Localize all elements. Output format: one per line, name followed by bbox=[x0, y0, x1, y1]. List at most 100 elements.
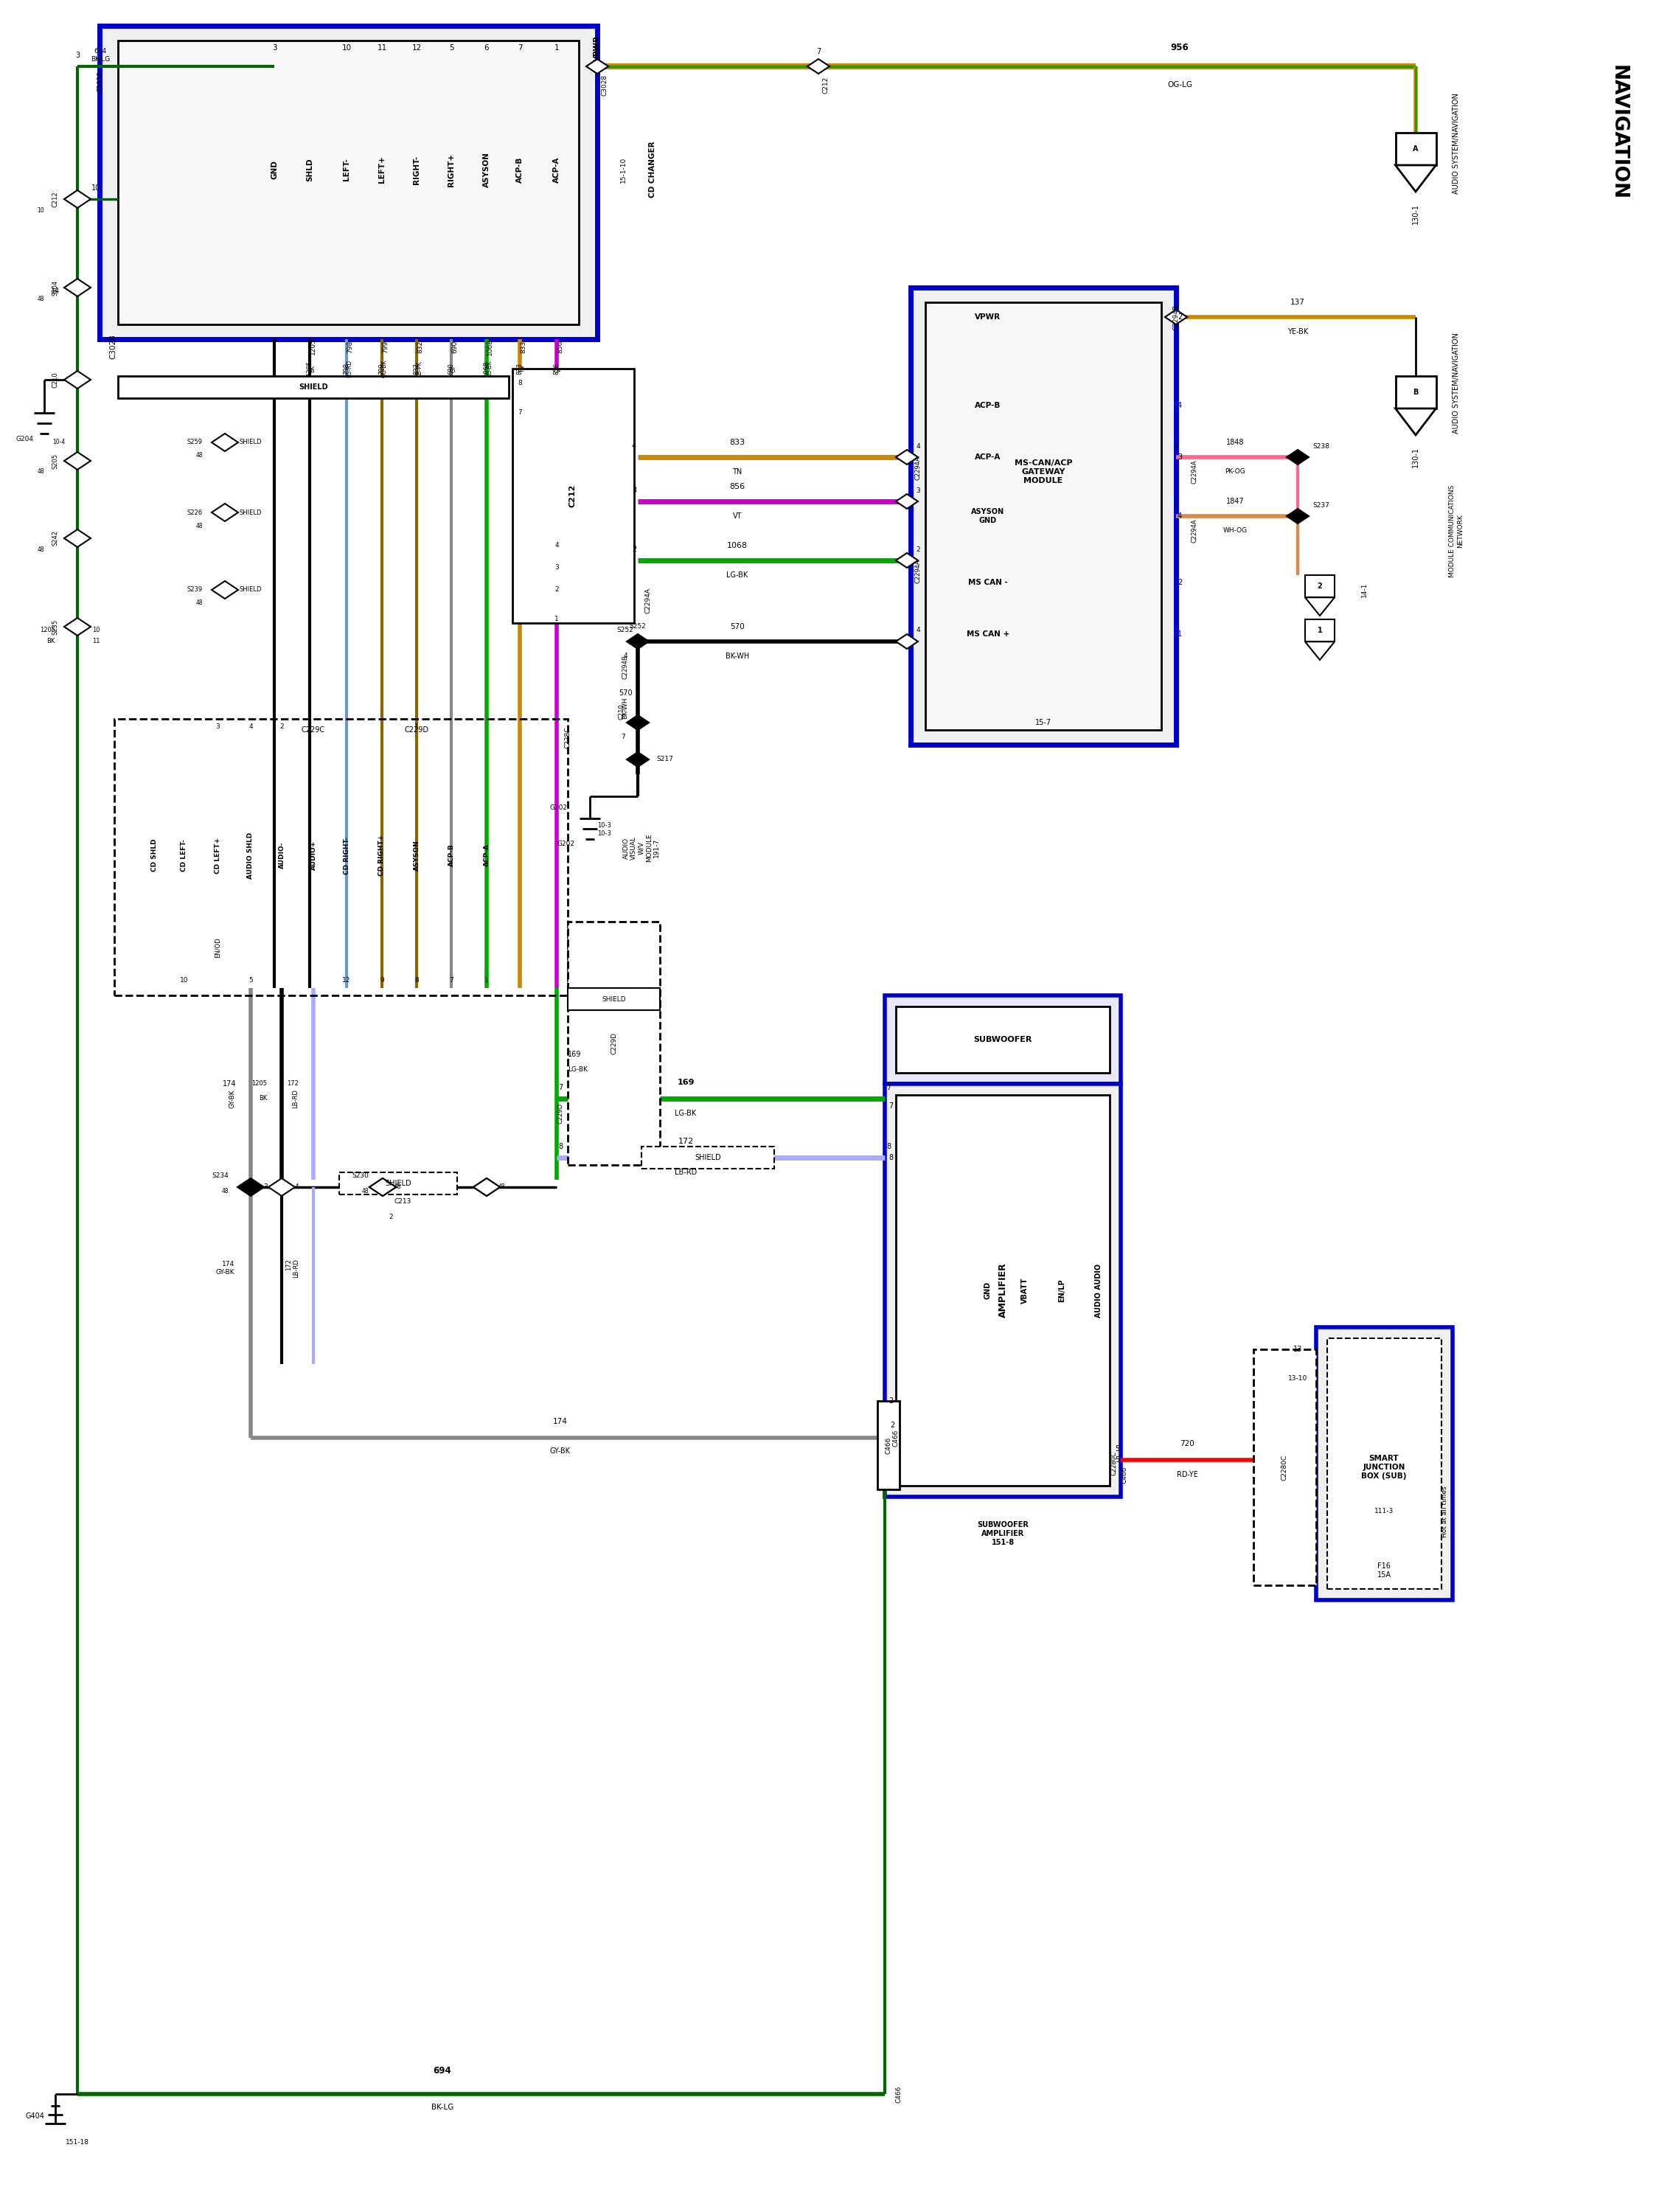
Text: 15-7: 15-7 bbox=[1035, 719, 1052, 726]
Text: 1: 1 bbox=[1175, 502, 1178, 509]
Text: 10-4: 10-4 bbox=[53, 438, 65, 447]
Text: G202: G202 bbox=[551, 805, 567, 812]
Text: 798: 798 bbox=[347, 341, 353, 354]
Text: ASYSON: ASYSON bbox=[413, 841, 420, 872]
Text: 14: 14 bbox=[51, 288, 60, 294]
Text: 4: 4 bbox=[554, 542, 559, 549]
Text: 798: 798 bbox=[343, 363, 350, 374]
Text: 8: 8 bbox=[415, 978, 418, 984]
Text: S304: S304 bbox=[53, 279, 60, 296]
Text: A: A bbox=[1413, 146, 1418, 153]
Bar bbox=[1254, 1349, 1316, 1586]
Text: S234: S234 bbox=[212, 1172, 229, 1179]
Text: AUDIO AUDIO: AUDIO AUDIO bbox=[1095, 1263, 1102, 1318]
Text: 7: 7 bbox=[557, 1084, 562, 1091]
Text: G204: G204 bbox=[15, 436, 33, 442]
Polygon shape bbox=[896, 635, 917, 648]
Text: C466: C466 bbox=[896, 2086, 902, 2104]
Text: 12: 12 bbox=[411, 44, 421, 51]
Text: MODULE COMMUNICATIONS
NETWORK: MODULE COMMUNICATIONS NETWORK bbox=[1448, 484, 1463, 577]
Text: 4: 4 bbox=[632, 442, 637, 449]
Bar bbox=[338, 1172, 458, 1194]
Text: 690: 690 bbox=[451, 341, 458, 354]
Text: 7: 7 bbox=[620, 734, 625, 741]
Text: BK: BK bbox=[46, 637, 55, 646]
Text: 48: 48 bbox=[362, 1188, 368, 1194]
Text: BK-WH: BK-WH bbox=[622, 697, 629, 719]
Text: 48: 48 bbox=[196, 522, 202, 529]
Polygon shape bbox=[237, 1179, 264, 1197]
Bar bbox=[118, 376, 509, 398]
Polygon shape bbox=[473, 1179, 499, 1197]
Text: C2294A: C2294A bbox=[914, 560, 921, 584]
Text: 2: 2 bbox=[1317, 582, 1322, 591]
Text: 10: 10 bbox=[36, 208, 45, 215]
Polygon shape bbox=[212, 434, 239, 451]
Text: 1: 1 bbox=[484, 978, 489, 984]
Text: ACP-B: ACP-B bbox=[975, 403, 1000, 409]
Text: AUDIO
VISUAL
W/V
MODULE
191-7: AUDIO VISUAL W/V MODULE 191-7 bbox=[622, 834, 660, 863]
Polygon shape bbox=[1287, 509, 1309, 524]
Bar bbox=[896, 1006, 1110, 1073]
Text: SHIELD: SHIELD bbox=[299, 383, 328, 392]
Polygon shape bbox=[896, 493, 917, 509]
Text: 7: 7 bbox=[889, 1102, 893, 1110]
Text: C466: C466 bbox=[1121, 1467, 1128, 1484]
Text: 5: 5 bbox=[1115, 1455, 1120, 1464]
Text: 2: 2 bbox=[1178, 314, 1181, 321]
Text: 1: 1 bbox=[554, 44, 559, 51]
Text: CD CHANGER: CD CHANGER bbox=[649, 142, 657, 197]
Text: ACP-A: ACP-A bbox=[483, 845, 489, 867]
Text: 690: 690 bbox=[448, 363, 455, 374]
Text: B: B bbox=[1413, 389, 1418, 396]
Text: 10: 10 bbox=[91, 626, 100, 633]
Polygon shape bbox=[808, 60, 830, 73]
Text: 5: 5 bbox=[450, 44, 453, 51]
Text: 1068: 1068 bbox=[486, 338, 493, 354]
Text: 2: 2 bbox=[388, 1214, 393, 1221]
Polygon shape bbox=[1395, 409, 1437, 436]
Text: MS CAN -: MS CAN - bbox=[969, 580, 1007, 586]
Text: S252: S252 bbox=[629, 624, 647, 630]
Text: ACP-B: ACP-B bbox=[516, 157, 524, 184]
Text: C2294B: C2294B bbox=[622, 655, 629, 679]
Text: GND: GND bbox=[270, 159, 279, 179]
Text: 4: 4 bbox=[624, 653, 627, 659]
Text: S237: S237 bbox=[1312, 502, 1329, 509]
Text: 3: 3 bbox=[916, 487, 921, 493]
Text: C2280C: C2280C bbox=[1281, 1453, 1287, 1480]
Bar bbox=[513, 369, 634, 624]
Text: 11: 11 bbox=[91, 637, 100, 646]
Text: ACP-A: ACP-A bbox=[552, 157, 561, 184]
Text: 10: 10 bbox=[342, 44, 352, 51]
Text: 48: 48 bbox=[36, 296, 45, 303]
Text: 833: 833 bbox=[519, 341, 526, 354]
Text: F16
15A: F16 15A bbox=[1377, 1562, 1390, 1579]
Text: RIGHT+: RIGHT+ bbox=[448, 153, 455, 186]
Text: LB-PK: LB-PK bbox=[416, 361, 423, 376]
Text: C2294A: C2294A bbox=[1191, 520, 1198, 542]
Text: SMART
JUNCTION
BOX (SUB): SMART JUNCTION BOX (SUB) bbox=[1362, 1455, 1407, 1480]
Text: SHIELD: SHIELD bbox=[239, 438, 262, 447]
Text: GY-BK: GY-BK bbox=[229, 1088, 236, 1108]
Text: BK-LG: BK-LG bbox=[431, 2104, 453, 2110]
Text: C212: C212 bbox=[53, 190, 60, 208]
Text: 4: 4 bbox=[916, 442, 921, 449]
Polygon shape bbox=[896, 449, 917, 465]
Bar bbox=[926, 303, 1161, 730]
Text: C229C: C229C bbox=[302, 726, 325, 734]
Text: VT: VT bbox=[733, 513, 742, 520]
Text: AUDIO SYSTEM/NAVIGATION: AUDIO SYSTEM/NAVIGATION bbox=[1453, 334, 1460, 434]
Text: LEFT+: LEFT+ bbox=[378, 157, 385, 184]
Text: C210: C210 bbox=[619, 703, 625, 719]
Text: 1205: 1205 bbox=[40, 626, 55, 633]
Text: ACP-B: ACP-B bbox=[448, 845, 455, 867]
Text: VPWR: VPWR bbox=[975, 314, 1000, 321]
Text: 7: 7 bbox=[886, 1084, 891, 1091]
Text: 2: 2 bbox=[1178, 580, 1181, 586]
Text: MS-CAN/ACP
GATEWAY
MODULE: MS-CAN/ACP GATEWAY MODULE bbox=[1014, 460, 1072, 484]
Bar bbox=[118, 40, 579, 325]
Text: 3: 3 bbox=[264, 1183, 267, 1190]
Polygon shape bbox=[1395, 166, 1437, 192]
Text: C2294A: C2294A bbox=[645, 588, 652, 613]
